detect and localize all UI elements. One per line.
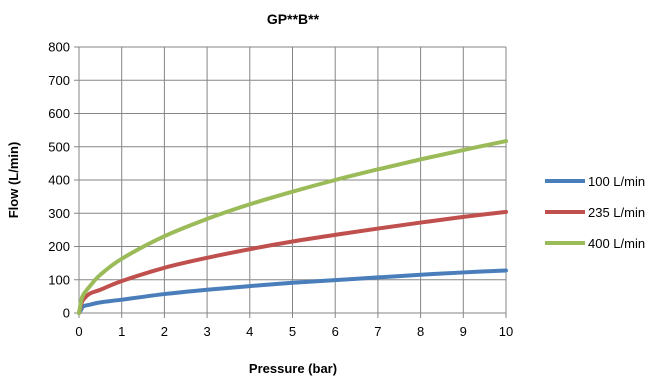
y-tick-label: 800 xyxy=(48,40,70,55)
legend-label: 100 L/min xyxy=(588,174,645,189)
y-tick-label: 400 xyxy=(48,173,70,188)
y-tick-labels: 0 100 200 300 400 500 600 700 800 xyxy=(48,40,70,321)
series-line-1 xyxy=(77,268,508,315)
x-tick-label: 2 xyxy=(161,324,168,339)
y-tick-label: 600 xyxy=(48,106,70,121)
x-tick-label: 3 xyxy=(203,324,210,339)
legend-label: 400 L/min xyxy=(588,236,645,251)
legend: 100 L/min 235 L/min 400 L/min xyxy=(545,174,645,251)
x-tick-label: 10 xyxy=(499,324,513,339)
y-tick-label: 100 xyxy=(48,272,70,287)
chart-title: GP**B** xyxy=(267,11,320,27)
y-tick-label: 0 xyxy=(63,306,70,321)
x-tick-label: 4 xyxy=(246,324,253,339)
x-axis-label: Pressure (bar) xyxy=(249,361,337,376)
x-tick-label: 1 xyxy=(118,324,125,339)
y-tick-label: 200 xyxy=(48,239,70,254)
x-tick-label: 7 xyxy=(374,324,381,339)
x-tick-label: 6 xyxy=(332,324,339,339)
series-line-3 xyxy=(77,139,508,315)
legend-label: 235 L/min xyxy=(588,205,645,220)
series-lines xyxy=(77,139,508,315)
axes xyxy=(74,46,507,318)
y-axis-label: Flow (L/min) xyxy=(6,142,21,219)
x-tick-label: 9 xyxy=(460,324,467,339)
y-tick-label: 300 xyxy=(48,206,70,221)
y-tick-label: 700 xyxy=(48,73,70,88)
y-tick-label: 500 xyxy=(48,139,70,154)
x-tick-label: 8 xyxy=(417,324,424,339)
x-tick-label: 5 xyxy=(289,324,296,339)
x-tick-labels: 0 1 2 3 4 5 6 7 8 9 10 xyxy=(75,324,513,339)
series-line-2 xyxy=(77,209,508,315)
x-tick-label: 0 xyxy=(75,324,82,339)
